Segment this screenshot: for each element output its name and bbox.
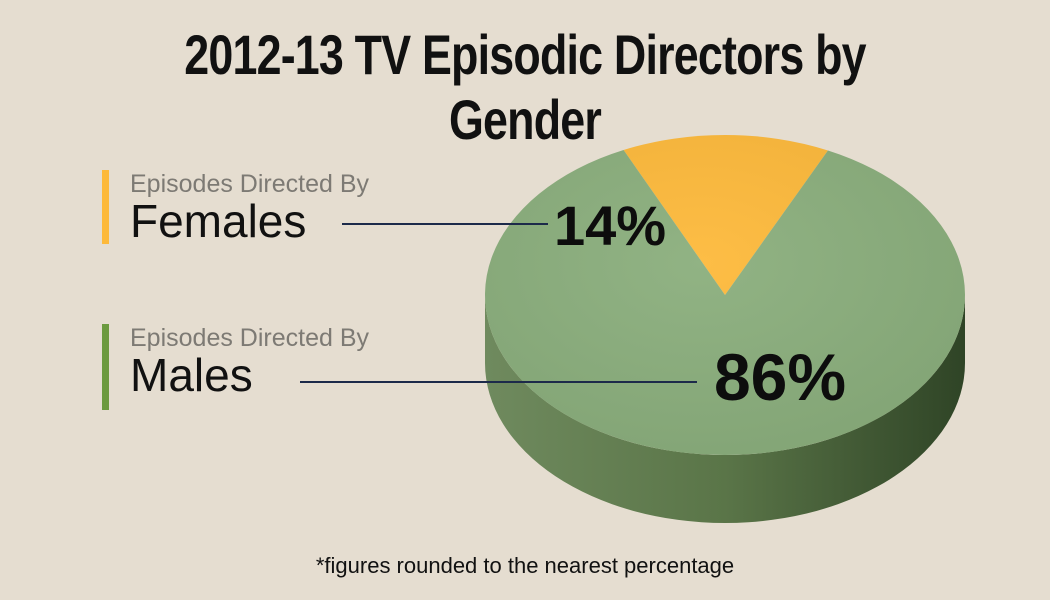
legend-label-females: Females <box>130 195 307 247</box>
pie-depth <box>485 295 965 523</box>
pie-top-shade <box>485 135 965 455</box>
value-label-females: 14% <box>554 194 666 257</box>
legend-subtitle-females: Episodes Directed By <box>130 170 370 198</box>
pie-leaders <box>300 223 697 383</box>
pie-side <box>485 295 965 523</box>
footnote: *figures rounded to the nearest percenta… <box>315 553 735 578</box>
value-label-males: 86% <box>714 340 846 414</box>
pie-labels: 14% 86% <box>554 194 846 414</box>
pie-slices <box>485 134 966 456</box>
chart-title: 2012-13 TV Episodic Directors by Gender <box>184 23 866 151</box>
legend-swatch-females <box>102 170 109 244</box>
legend-subtitle-males: Episodes Directed By <box>130 324 370 352</box>
legend-swatch-males <box>102 324 109 410</box>
legend-label-males: Males <box>130 349 253 401</box>
